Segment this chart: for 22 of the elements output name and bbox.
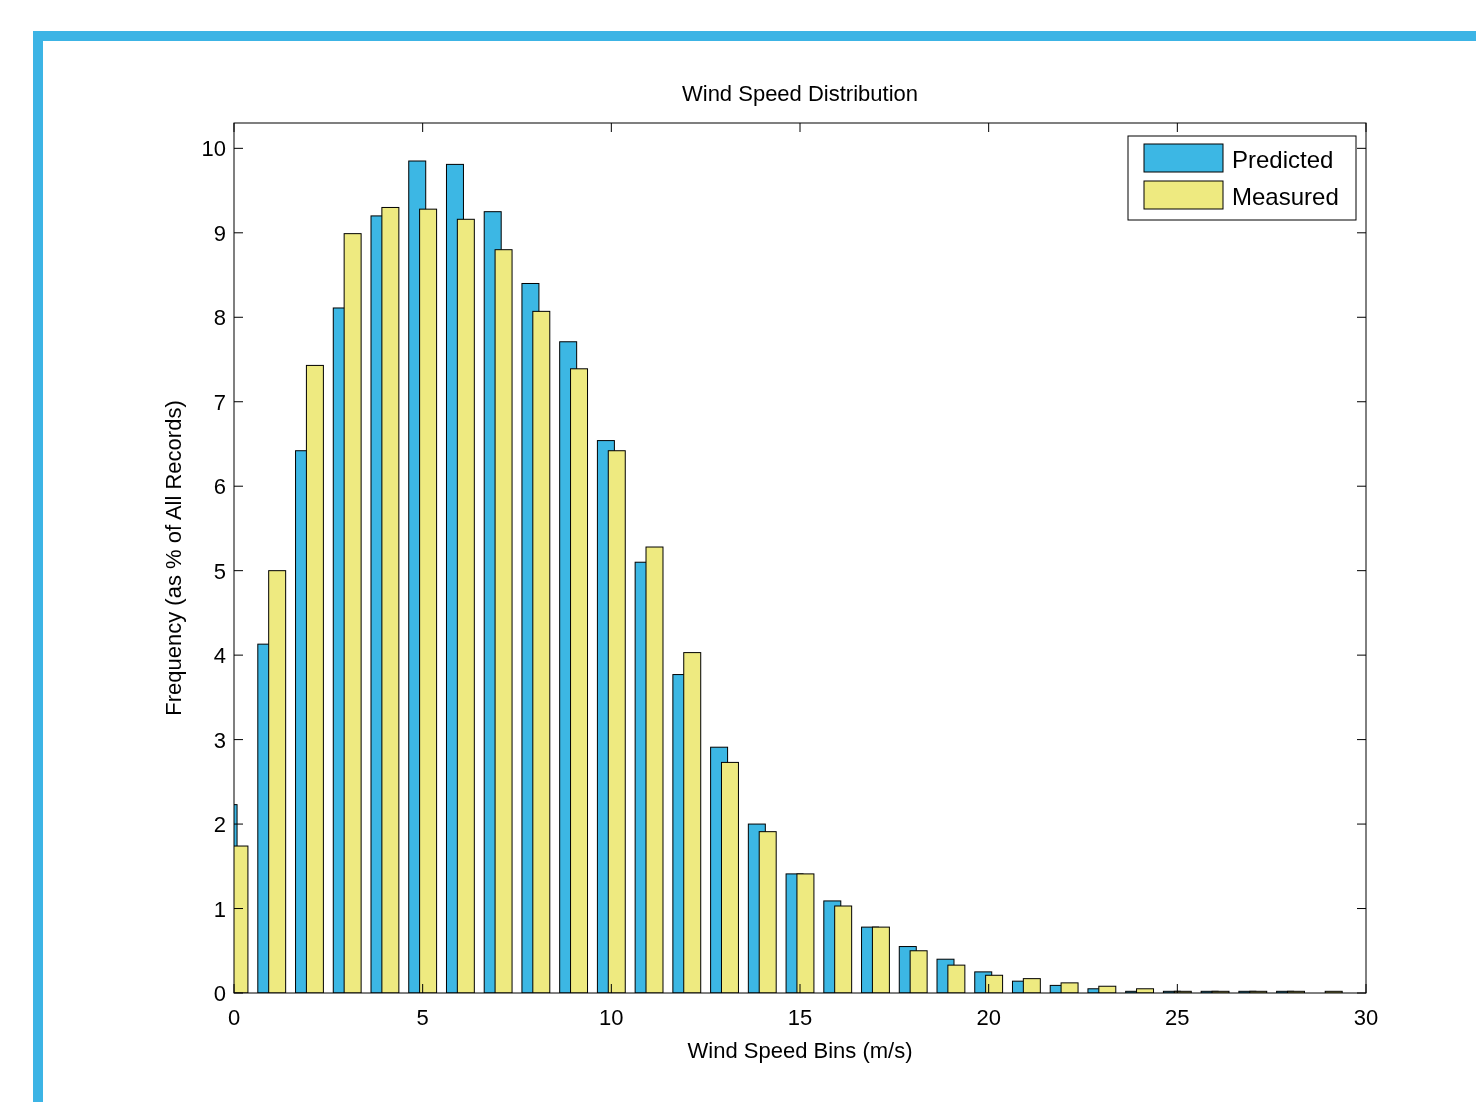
y-tick-label: 1 [213,896,226,922]
x-axis-title: Wind Speed Bins (m/s) [687,1038,913,1063]
y-tick-label: 8 [213,305,226,331]
y-tick-label: 7 [213,389,226,415]
x-tick-label: 25 [1165,1005,1190,1030]
legend-label: Predicted [1232,146,1334,173]
x-tick-label: 10 [599,1005,624,1030]
y-tick-label: 4 [213,643,226,669]
y-tick-label: 5 [213,558,226,584]
x-tick-label: 15 [787,1005,813,1030]
chart-title: Wind Speed Distribution [681,81,919,106]
y-tick-label: 0 [213,981,226,1006]
x-tick-label: 5 [416,1005,429,1030]
legend-label: Measured [1232,183,1339,210]
x-tick-label: 20 [976,1005,1001,1030]
y-tick-label: 10 [201,136,226,162]
y-axis-title: Frequency (as % of All Records) [161,400,186,716]
y-tick-label: 3 [213,727,226,753]
y-tick-label: 6 [213,474,226,500]
x-tick-label: 30 [1353,1005,1379,1030]
y-tick-label: 9 [213,220,226,246]
y-tick-label: 2 [213,812,226,838]
